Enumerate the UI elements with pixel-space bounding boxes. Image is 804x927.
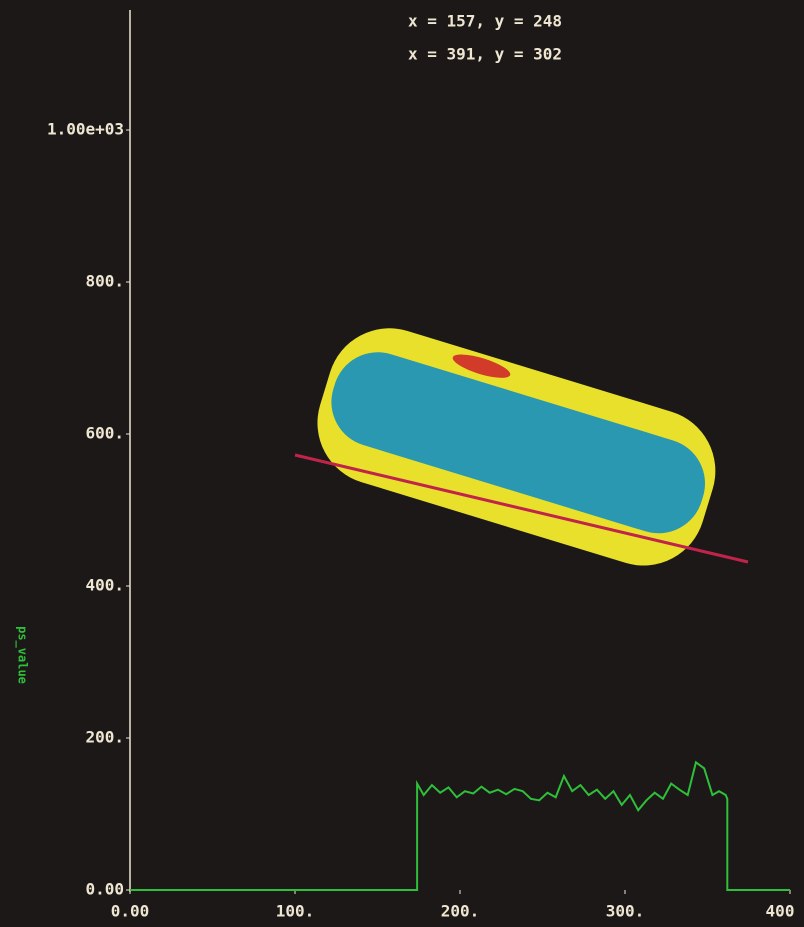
y-tick-label: 1.00e+03 xyxy=(47,120,124,139)
x-tick-label: 100. xyxy=(276,902,315,921)
annotation: x = 157, y = 248 xyxy=(408,12,562,31)
y-tick-label: 400. xyxy=(85,576,124,595)
y-tick-label: 600. xyxy=(85,424,124,443)
y-tick-label: 200. xyxy=(85,728,124,747)
x-tick-label: 0.00 xyxy=(111,902,150,921)
y-tick-label: 800. xyxy=(85,272,124,291)
y-axis-label: ps_value xyxy=(15,626,30,684)
x-tick-label: 200. xyxy=(441,902,480,921)
chart: x = 157, y = 248 x = 391, y = 302 ps_val… xyxy=(0,0,804,927)
x-tick-label: 400 xyxy=(766,902,795,921)
y-tick-label: 0.00 xyxy=(85,880,124,899)
x-tick-label: 300. xyxy=(606,902,645,921)
annotation: x = 391, y = 302 xyxy=(408,45,562,64)
